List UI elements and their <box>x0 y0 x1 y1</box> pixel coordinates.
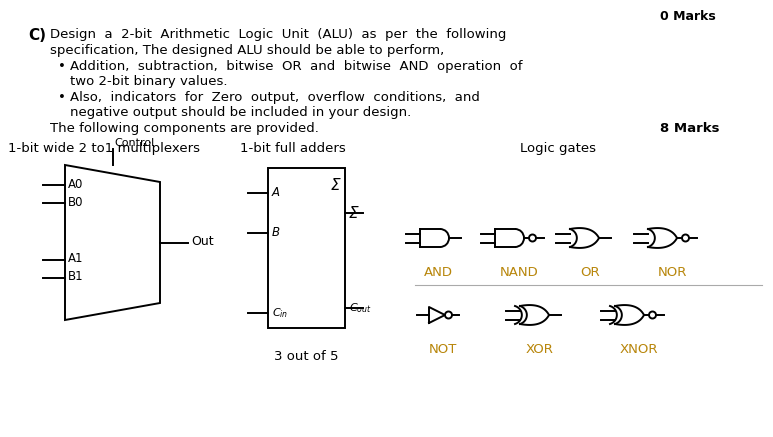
Text: •: • <box>58 91 66 104</box>
Text: B0: B0 <box>68 195 83 208</box>
Text: 1-bit wide 2 to1 multiplexers: 1-bit wide 2 to1 multiplexers <box>8 142 200 155</box>
Text: Logic gates: Logic gates <box>520 142 596 155</box>
Text: XNOR: XNOR <box>620 343 659 356</box>
Text: •: • <box>58 60 66 73</box>
Text: 0 Marks: 0 Marks <box>660 10 716 23</box>
Text: specification, The designed ALU should be able to perform,: specification, The designed ALU should b… <box>50 44 444 57</box>
Text: negative output should be included in your design.: negative output should be included in yo… <box>70 106 411 119</box>
Text: 8 Marks: 8 Marks <box>660 122 720 135</box>
Text: Σ: Σ <box>330 178 340 193</box>
Text: C): C) <box>28 28 46 43</box>
Text: 1-bit full adders: 1-bit full adders <box>240 142 346 155</box>
Bar <box>268 168 345 328</box>
Text: Control: Control <box>114 138 155 148</box>
Text: AND: AND <box>424 266 452 279</box>
Text: Design  a  2-bit  Arithmetic  Logic  Unit  (ALU)  as  per  the  following: Design a 2-bit Arithmetic Logic Unit (AL… <box>50 28 506 41</box>
Text: A1: A1 <box>68 253 83 266</box>
Text: 3 out of 5: 3 out of 5 <box>274 350 339 363</box>
Text: OR: OR <box>581 266 600 279</box>
Text: Σ: Σ <box>349 205 359 221</box>
Text: A: A <box>272 187 280 200</box>
Text: Addition,  subtraction,  bitwise  OR  and  bitwise  AND  operation  of: Addition, subtraction, bitwise OR and bi… <box>70 60 523 73</box>
Text: NOT: NOT <box>429 343 457 356</box>
Text: $C_{in}$: $C_{in}$ <box>272 306 288 320</box>
Text: Out: Out <box>191 235 213 248</box>
Text: A0: A0 <box>68 177 83 191</box>
Text: NAND: NAND <box>499 266 538 279</box>
Text: Also,  indicators  for  Zero  output,  overflow  conditions,  and: Also, indicators for Zero output, overfl… <box>70 91 480 104</box>
Text: $C_{out}$: $C_{out}$ <box>349 301 372 315</box>
Text: two 2-bit binary values.: two 2-bit binary values. <box>70 75 227 88</box>
Text: B: B <box>272 226 280 239</box>
Text: The following components are provided.: The following components are provided. <box>50 122 319 135</box>
Text: NOR: NOR <box>657 266 686 279</box>
Text: XOR: XOR <box>526 343 554 356</box>
Text: B1: B1 <box>68 271 83 284</box>
